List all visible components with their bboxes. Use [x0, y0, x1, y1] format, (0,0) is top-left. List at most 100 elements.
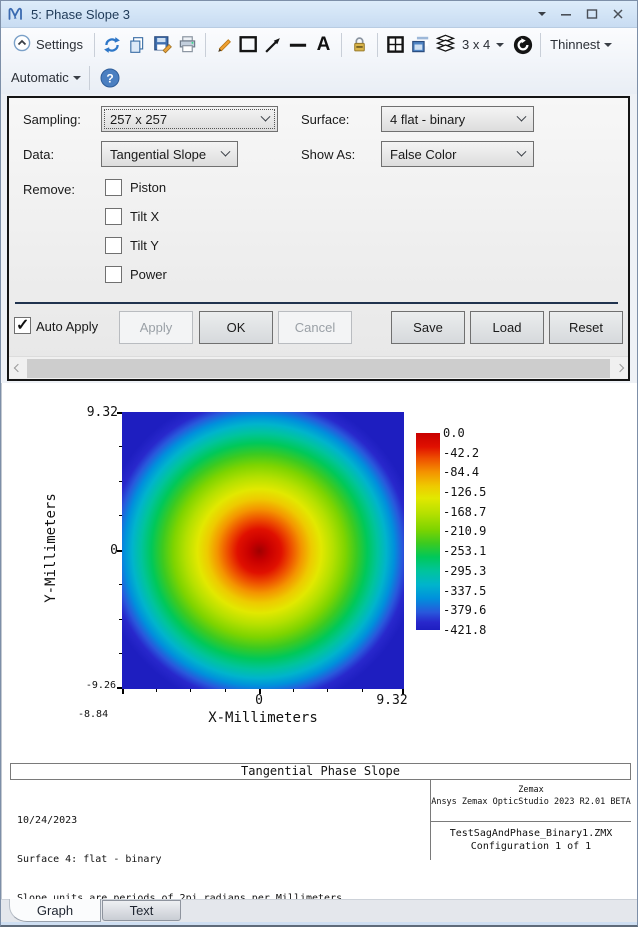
colorbar-label: -421.8: [443, 622, 487, 637]
chevron-down-icon: [260, 111, 271, 122]
tilt-y-checkbox[interactable]: [105, 237, 122, 254]
footer-date: 10/24/2023: [17, 815, 78, 826]
colorbar-label: -126.5: [443, 485, 487, 500]
colorbar-label: -295.3: [443, 563, 487, 578]
colorbar-label: 0.0: [443, 426, 465, 440]
x-tick: [402, 689, 404, 694]
y-tick: [119, 653, 122, 654]
rectangle-annotation-icon[interactable]: [236, 32, 261, 57]
sampling-label: Sampling:: [23, 112, 81, 127]
x-tick: [293, 689, 294, 692]
y-tick: [119, 619, 122, 620]
cascade-windows-icon[interactable]: [408, 32, 433, 57]
tilt-x-checkbox[interactable]: [105, 208, 122, 225]
y-tick: [119, 446, 122, 447]
sampling-select[interactable]: 257 x 257: [101, 106, 278, 132]
pencil-annotation-icon[interactable]: [211, 32, 236, 57]
tile-windows-icon[interactable]: [383, 32, 408, 57]
load-button[interactable]: Load: [470, 311, 544, 344]
settings-scrollbar[interactable]: [9, 356, 628, 379]
settings-toggle-button[interactable]: Settings: [7, 31, 89, 58]
window-menu-button[interactable]: [527, 4, 553, 24]
power-checkbox[interactable]: [105, 266, 122, 283]
y-tick: [119, 584, 122, 585]
scroll-right-icon[interactable]: [611, 357, 628, 380]
colorbar-label: -253.1: [443, 544, 487, 559]
x-tick: [122, 689, 124, 694]
settings-label: Settings: [36, 37, 83, 52]
text-annotation-icon[interactable]: A: [316, 33, 331, 55]
auto-apply-label: Auto Apply: [36, 319, 99, 334]
remove-label: Remove:: [23, 182, 76, 197]
data-label: Data:: [23, 147, 55, 162]
menu-arrow-icon: [538, 12, 546, 16]
y-axis-min-label: -9.26: [85, 680, 116, 691]
window-title: 5: Phase Slope 3: [31, 6, 131, 22]
close-button[interactable]: [605, 4, 631, 24]
show-as-select[interactable]: False Color: [381, 141, 534, 167]
reset-view-icon[interactable]: [510, 32, 535, 57]
footer-brand-cell: Zemax Ansys Zemax OpticStudio 2023 R2.01…: [431, 780, 631, 822]
x-tick: [225, 689, 226, 692]
tab-text[interactable]: Text: [102, 900, 181, 921]
footer-surface: Surface 4: flat - binary: [17, 854, 162, 865]
copy-icon[interactable]: [125, 32, 150, 57]
show-as-label: Show As:: [301, 147, 356, 162]
colorbar-label: -42.2: [443, 445, 480, 460]
y-tick: [117, 687, 122, 689]
footer-config: Configuration 1 of 1: [470, 841, 592, 852]
chevron-down-icon: [220, 146, 231, 157]
data-select[interactable]: Tangential Slope: [101, 141, 238, 167]
surface-select[interactable]: 4 flat - binary: [381, 106, 534, 132]
zoom-mode-value[interactable]: Automatic: [11, 70, 69, 85]
tilt-x-checkbox-label: Tilt X: [130, 209, 160, 224]
colorbar-label: -210.9: [443, 524, 487, 539]
chevron-down-icon: [516, 111, 527, 122]
maximize-button[interactable]: [579, 4, 605, 24]
arrow-annotation-icon[interactable]: [261, 32, 286, 57]
window-bottom-strip: [1, 922, 637, 925]
apply-button[interactable]: Apply: [119, 311, 193, 344]
auto-apply-checkbox[interactable]: [14, 315, 31, 335]
lock-icon[interactable]: [347, 32, 372, 57]
line-weight-dropdown-arrow[interactable]: [604, 42, 613, 47]
ok-button[interactable]: OK: [199, 311, 273, 344]
phase-slope-heatmap[interactable]: [117, 412, 404, 694]
grid-layout-dropdown-arrow[interactable]: [496, 42, 505, 47]
collapse-chevron-icon: [13, 34, 31, 55]
x-axis-title: X-Millimeters: [208, 710, 318, 726]
minimize-button[interactable]: [553, 4, 579, 24]
zoom-mode-dropdown-arrow[interactable]: [72, 75, 81, 80]
layers-stack-icon[interactable]: [433, 32, 458, 57]
separator: [376, 32, 378, 57]
tilt-y-checkbox-label: Tilt Y: [130, 238, 159, 253]
plot-footer: 10/24/2023 Surface 4: flat - binary Slop…: [10, 780, 631, 904]
print-icon[interactable]: [175, 32, 200, 57]
title-bar[interactable]: 5: Phase Slope 3: [1, 1, 637, 28]
divider: [15, 302, 618, 304]
toolbar-row-2: Automatic ?: [1, 61, 637, 94]
separator: [340, 32, 342, 57]
settings-panel: Sampling: 257 x 257 Surface: 4 flat - bi…: [7, 96, 630, 381]
cancel-button[interactable]: Cancel: [278, 311, 352, 344]
help-icon[interactable]: ?: [98, 65, 123, 90]
footer-left-block: 10/24/2023 Surface 4: flat - binary Slop…: [17, 788, 348, 925]
piston-checkbox[interactable]: [105, 179, 122, 196]
scroll-left-icon[interactable]: [9, 357, 26, 380]
grid-layout-value[interactable]: 3 x 4: [461, 37, 491, 52]
colorbar-label: -379.6: [443, 603, 487, 618]
refresh-icon[interactable]: [100, 32, 125, 57]
x-tick: [327, 689, 328, 692]
tab-graph[interactable]: Graph: [9, 899, 101, 922]
y-tick: [119, 481, 122, 482]
save-icon[interactable]: [150, 32, 175, 57]
save-button[interactable]: Save: [391, 311, 465, 344]
footer-file: TestSagAndPhase_Binary1.ZMX: [449, 828, 613, 839]
footer-product: Ansys Zemax OpticStudio 2023 R2.01 BETA: [431, 797, 631, 807]
y-axis-title: Y-Millimeters: [43, 493, 59, 603]
line-weight-value[interactable]: Thinnest: [550, 37, 601, 52]
scrollbar-thumb[interactable]: [27, 358, 610, 378]
line-annotation-icon[interactable]: [286, 32, 311, 57]
reset-button[interactable]: Reset: [549, 311, 623, 344]
